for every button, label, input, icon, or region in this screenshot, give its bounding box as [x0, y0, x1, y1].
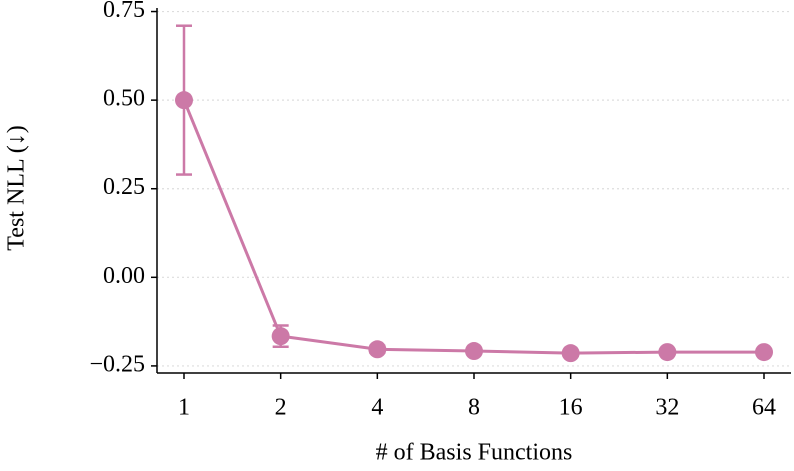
x-tick-label: 32: [655, 395, 679, 421]
x-tick-label: 2: [275, 395, 287, 421]
point: [561, 344, 580, 363]
y-tick-label: 0.25: [103, 174, 145, 200]
y-tick-label: 0.50: [103, 86, 145, 112]
x-tick-label: 8: [468, 395, 480, 421]
x-tick-label: 1: [178, 395, 190, 421]
y-tick-label: −0.25: [89, 351, 145, 377]
x-tick-label: 64: [752, 395, 776, 421]
point: [465, 342, 483, 361]
y-tick-label: 0.00: [103, 263, 145, 289]
line: [182, 99, 764, 355]
point: [175, 91, 193, 110]
point: [755, 343, 773, 362]
y-axis-label: Test NLL (↓): [4, 125, 30, 250]
x-tick-label: 4: [371, 395, 383, 421]
y-tick-label: 0.75: [103, 0, 145, 23]
x-tick-label: 16: [559, 395, 583, 421]
point: [271, 327, 290, 346]
point: [658, 343, 677, 362]
x-axis-label: # of Basis Functions: [376, 440, 573, 466]
point: [368, 340, 387, 359]
